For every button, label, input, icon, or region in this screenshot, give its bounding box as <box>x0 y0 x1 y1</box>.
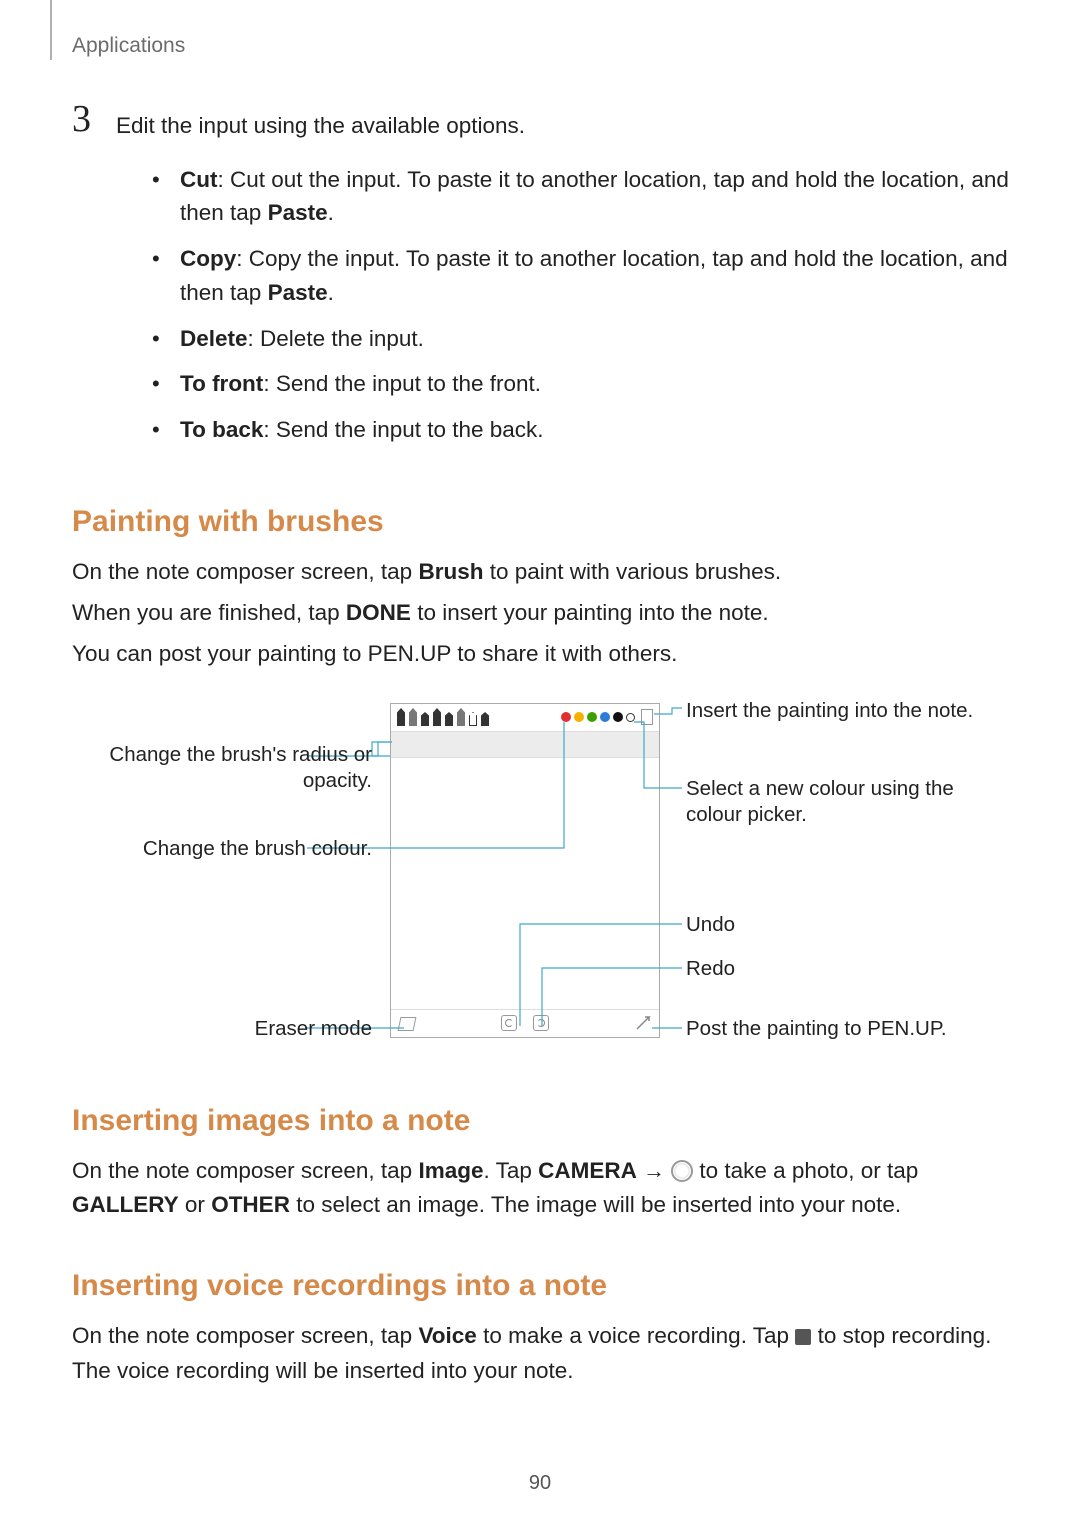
brush-icon <box>457 708 465 726</box>
option-bold2: Paste <box>268 280 328 305</box>
radius-opacity-sliders <box>391 732 659 758</box>
option-tail: . <box>328 280 334 305</box>
para-images: On the note composer screen, tap Image. … <box>72 1154 1012 1224</box>
para-brushes-1: On the note composer screen, tap Brush t… <box>72 555 1012 590</box>
color-dot-icon <box>561 712 571 722</box>
text-bold: Image <box>418 1158 483 1183</box>
color-dot-icon <box>574 712 584 722</box>
callout-right-share: Post the painting to PEN.UP. <box>686 1016 1006 1043</box>
step-option: Copy: Copy the input. To paste it to ano… <box>152 242 1012 310</box>
step-intro: Edit the input using the available optio… <box>116 110 1012 143</box>
option-name: Copy <box>180 246 236 271</box>
option-name: Delete <box>180 326 248 351</box>
callout-right-insert: Insert the painting into the note. <box>686 698 1006 725</box>
brush-icon <box>445 712 453 726</box>
brush-icon <box>481 712 489 726</box>
brush-icon <box>409 708 417 726</box>
arrow-icon: → <box>637 1158 671 1183</box>
text-bold: OTHER <box>211 1192 290 1217</box>
camera-shutter-icon <box>671 1160 693 1182</box>
diagram-bottom-toolbar <box>391 1009 659 1037</box>
para-brushes-3: You can post your painting to PEN.UP to … <box>72 637 1012 672</box>
callout-left-eraser: Eraser mode <box>72 1016 372 1043</box>
para-voice: On the note composer screen, tap Voice t… <box>72 1319 1012 1389</box>
text: to paint with various brushes. <box>483 559 781 584</box>
redo-icon <box>533 1015 549 1031</box>
text: . Tap <box>483 1158 538 1183</box>
brush-icon <box>421 712 429 726</box>
step-options-list: Cut: Cut out the input. To paste it to a… <box>116 163 1012 447</box>
page-header: Applications <box>72 34 185 58</box>
text: On the note composer screen, tap <box>72 1158 418 1183</box>
text-bold: GALLERY <box>72 1192 179 1217</box>
step-option: To back: Send the input to the back. <box>152 413 1012 447</box>
heading-voice: Inserting voice recordings into a note <box>72 1269 1012 1303</box>
step-number: 3 <box>72 100 106 138</box>
share-icon <box>635 1015 651 1031</box>
text: to select an image. The image will be in… <box>290 1192 901 1217</box>
step-option: Delete: Delete the input. <box>152 322 1012 356</box>
eraser-icon <box>398 1017 417 1031</box>
option-text: : Delete the input. <box>248 326 424 351</box>
text: to make a voice recording. Tap <box>477 1323 796 1348</box>
callout-right-picker: Select a new colour using the colour pic… <box>686 776 1006 829</box>
text: or <box>179 1192 212 1217</box>
option-tail: . <box>328 200 334 225</box>
text-bold: DONE <box>346 600 411 625</box>
brush-icons <box>397 708 489 726</box>
page-content: 3 Edit the input using the available opt… <box>72 100 1012 1395</box>
para-brushes-2: When you are finished, tap DONE to inser… <box>72 596 1012 631</box>
callout-right-redo: Redo <box>686 956 1006 983</box>
canvas-area <box>391 758 659 1009</box>
text: to insert your painting into the note. <box>411 600 769 625</box>
color-dot-icon <box>600 712 610 722</box>
brush-icon <box>397 708 405 726</box>
text: On the note composer screen, tap <box>72 559 418 584</box>
option-name: Cut <box>180 167 218 192</box>
color-dot-icon <box>613 712 623 722</box>
undo-icon <box>501 1015 517 1031</box>
callout-left-radius: Change the brush's radius or opacity. <box>72 742 372 795</box>
diagram-screen <box>390 703 660 1038</box>
option-text: : Send the input to the back. <box>263 417 543 442</box>
callout-left-colour: Change the brush colour. <box>72 836 372 863</box>
step-option: To front: Send the input to the front. <box>152 367 1012 401</box>
callout-right-undo: Undo <box>686 912 1006 939</box>
text-bold: Brush <box>418 559 483 584</box>
diagram-top-toolbar <box>391 704 659 732</box>
step-option: Cut: Cut out the input. To paste it to a… <box>152 163 1012 231</box>
text-bold: Voice <box>418 1323 476 1348</box>
brush-diagram: Change the brush's radius or opacity. Ch… <box>72 698 1012 1058</box>
page-number: 90 <box>0 1472 1080 1495</box>
text: When you are finished, tap <box>72 600 346 625</box>
text: On the note composer screen, tap <box>72 1323 418 1348</box>
option-name: To back <box>180 417 263 442</box>
text: to take a photo, or tap <box>693 1158 918 1183</box>
color-dot-icon <box>587 712 597 722</box>
option-name: To front <box>180 371 263 396</box>
color-picker-icon <box>626 713 635 722</box>
brush-icon <box>433 708 441 726</box>
text-bold: CAMERA <box>538 1158 637 1183</box>
heading-brushes: Painting with brushes <box>72 505 1012 539</box>
color-dots <box>561 712 635 722</box>
brush-icon <box>469 712 477 726</box>
heading-images: Inserting images into a note <box>72 1104 1012 1138</box>
stop-icon <box>795 1329 811 1345</box>
margin-rule <box>50 0 52 60</box>
done-icon <box>641 709 653 725</box>
step-3: 3 Edit the input using the available opt… <box>72 100 1012 459</box>
option-bold2: Paste <box>268 200 328 225</box>
option-text: : Send the input to the front. <box>263 371 541 396</box>
